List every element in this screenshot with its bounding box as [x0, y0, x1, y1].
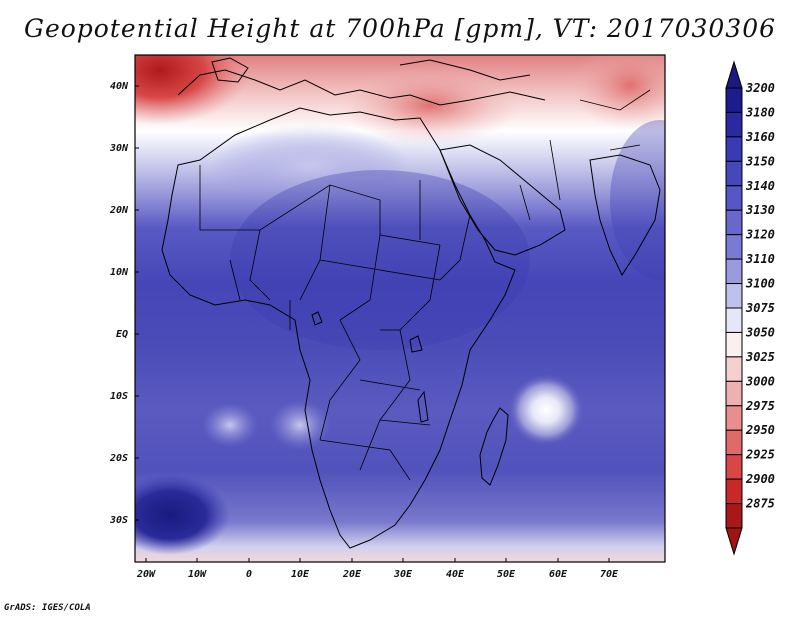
colorbar-box-3100	[725, 283, 743, 309]
lon-tick-10w: 10W	[188, 569, 207, 580]
colorbar-label-2975: 2975	[745, 399, 775, 413]
lat-tick-40n: 40N	[110, 81, 129, 92]
colorbar-label-3180: 3180	[745, 105, 775, 119]
europe-coastline	[177, 69, 546, 106]
colorbar-label-3130: 3130	[745, 203, 775, 217]
lat-tick-10n: 10N	[110, 267, 129, 278]
colorbar-box-2975	[725, 405, 743, 431]
colorbar-label-2875: 2875	[745, 497, 775, 511]
colorbar-box-3130	[725, 209, 743, 236]
colorbar-label-3200: 3200	[745, 81, 775, 95]
colorbar-label-3000: 3000	[745, 374, 775, 388]
arabia-coastline	[439, 144, 566, 256]
colorbar-box-2950	[725, 429, 743, 456]
lon-tick-20w: 20W	[136, 569, 156, 580]
lat-tick-10s: 10S	[110, 391, 128, 402]
lat-tick-30n: 30N	[109, 143, 129, 154]
colorbar-top-arrow	[725, 60, 743, 89]
colorbar-box-3200	[725, 87, 743, 113]
colorbar-box-3120	[725, 234, 743, 260]
geopotential-field	[135, 55, 665, 562]
lon-tick-40e: 40E	[446, 569, 465, 580]
colorbar-label-3120: 3120	[745, 228, 775, 242]
lon-tick-60e: 60E	[549, 569, 568, 580]
colorbar-label-2900: 2900	[745, 472, 775, 486]
colorbar-box-3140	[725, 185, 743, 211]
colorbar-label-3100: 3100	[745, 277, 775, 291]
colorbar-label-2950: 2950	[745, 423, 775, 437]
colorbar-label-3050: 3050	[745, 325, 775, 339]
country-borders	[199, 89, 651, 481]
colorbar-box-3160	[725, 136, 743, 162]
colorbar-label-3140: 3140	[745, 179, 775, 193]
colorbar-box-3180	[725, 111, 743, 138]
colorbar-box-3050	[725, 331, 743, 358]
colorbar-label-2925: 2925	[745, 448, 775, 462]
colorbar-box-3110	[725, 258, 743, 285]
lon-tick-10e: 10E	[291, 569, 310, 580]
lon-tick-50e: 50E	[497, 569, 516, 580]
colorbar-box-3000	[725, 380, 743, 407]
colorbar-label-3150: 3150	[745, 154, 775, 168]
lon-tick-0: 0	[246, 569, 252, 580]
map-title: Geopotential Height at 700hPa [gpm], VT:…	[23, 14, 777, 43]
colorbar-box-3150	[725, 160, 743, 187]
colorbar-box-2925	[725, 454, 743, 480]
lat-tick-30s: 30S	[109, 515, 128, 526]
coastlines	[161, 57, 661, 549]
colorbar-label-3075: 3075	[745, 301, 775, 315]
lon-tick-70e: 70E	[600, 569, 619, 580]
india-coastline	[589, 154, 661, 277]
colorbar: 3200 3180 3160 3150 3140 3130 3120 3110 3100 3075…	[725, 60, 775, 556]
colorbar-box-3025	[725, 356, 743, 382]
lon-tick-30e: 30E	[393, 569, 413, 580]
colorbar-label-3110: 3110	[745, 252, 775, 266]
madagascar-coastline	[479, 407, 509, 486]
lat-axis: 40N 30N 20N 10N EQ 10S 20S 30S	[109, 81, 139, 526]
lat-tick-eq: EQ	[116, 329, 128, 340]
lat-tick-20s: 20S	[109, 453, 128, 464]
lat-tick-20n: 20N	[109, 205, 129, 216]
colorbar-box-2875	[725, 503, 743, 529]
africa-coastline	[161, 107, 516, 549]
lon-axis: 20W 10W 0 10E 20E 30E 40E 50E 60E 70E	[136, 558, 619, 580]
grads-credit: GrADS: IGES/COLA	[4, 603, 91, 613]
plot-frame	[134, 54, 666, 563]
colorbar-box-2900	[725, 478, 743, 505]
colorbar-box-3075	[725, 307, 743, 333]
lon-tick-20e: 20E	[342, 569, 362, 580]
colorbar-label-3160: 3160	[745, 130, 775, 144]
colorbar-bottom-arrow	[725, 527, 743, 556]
colorbar-label-3025: 3025	[745, 350, 775, 364]
